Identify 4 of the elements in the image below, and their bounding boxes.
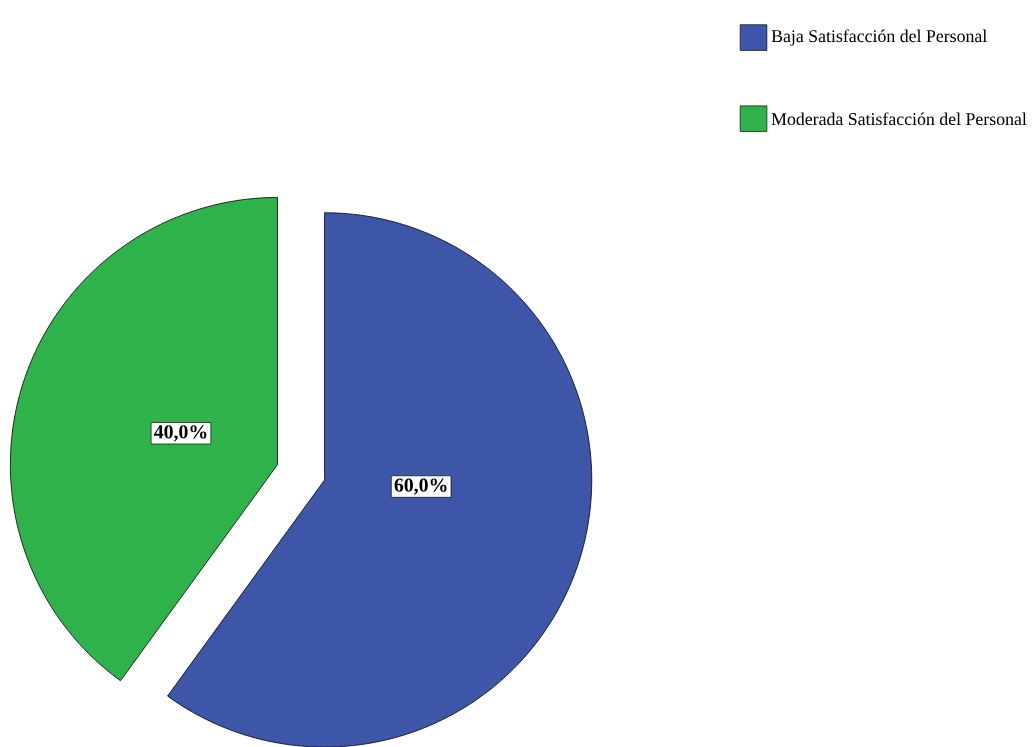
legend-label: Moderada Satisfacción del Personal — [771, 112, 1027, 125]
legend-label: Baja Satisfacción del Personal — [771, 29, 987, 46]
data-label: 60,0% — [394, 478, 447, 495]
data-label: 40,0% — [154, 424, 207, 442]
